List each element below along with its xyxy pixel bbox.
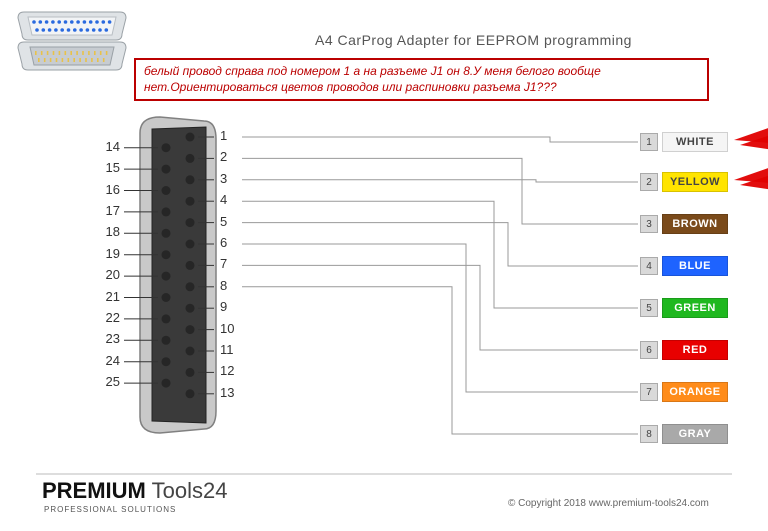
wire-num-2: 2 bbox=[640, 173, 658, 191]
pin-label-2: 2 bbox=[220, 149, 244, 164]
pin-label-5: 5 bbox=[220, 214, 244, 229]
wire-label-blue: BLUE bbox=[662, 256, 728, 276]
brand-subtitle: PROFESSIONAL SOLUTIONS bbox=[44, 505, 176, 514]
wire-label-white: WHITE bbox=[662, 132, 728, 152]
wire-label-red: RED bbox=[662, 340, 728, 360]
pin-label-11: 11 bbox=[220, 342, 244, 357]
pin-label-7: 7 bbox=[220, 256, 244, 271]
wire-label-yellow: YELLOW bbox=[662, 172, 728, 192]
wire-num-1: 1 bbox=[640, 133, 658, 151]
pin-label-13: 13 bbox=[220, 385, 244, 400]
pin-label-25: 25 bbox=[96, 374, 120, 389]
wire-label-brown: BROWN bbox=[662, 214, 728, 234]
pin-label-4: 4 bbox=[220, 192, 244, 207]
pin-label-14: 14 bbox=[96, 139, 120, 154]
copyright-text: © Copyright 2018 www.premium-tools24.com bbox=[508, 498, 709, 509]
wire-label-orange: ORANGE bbox=[662, 382, 728, 402]
pin-label-17: 17 bbox=[96, 203, 120, 218]
pin-label-6: 6 bbox=[220, 235, 244, 250]
pin-label-3: 3 bbox=[220, 171, 244, 186]
brand-logo: PREMIUM Tools24 bbox=[42, 478, 227, 504]
pin-label-24: 24 bbox=[96, 353, 120, 368]
wire-num-4: 4 bbox=[640, 257, 658, 275]
brand-word-a: PREMIUM bbox=[42, 478, 146, 503]
pin-label-9: 9 bbox=[220, 299, 244, 314]
wire-label-gray: GRAY bbox=[662, 424, 728, 444]
pin-label-1: 1 bbox=[220, 128, 244, 143]
pin-label-16: 16 bbox=[96, 182, 120, 197]
pin-label-15: 15 bbox=[96, 160, 120, 175]
wire-num-7: 7 bbox=[640, 383, 658, 401]
pin-label-23: 23 bbox=[96, 331, 120, 346]
pin-label-21: 21 bbox=[96, 289, 120, 304]
pin-label-8: 8 bbox=[220, 278, 244, 293]
wire-num-5: 5 bbox=[640, 299, 658, 317]
wire-num-3: 3 bbox=[640, 215, 658, 233]
wire-label-green: GREEN bbox=[662, 298, 728, 318]
brand-word-b: Tools24 bbox=[146, 478, 228, 503]
wire-num-6: 6 bbox=[640, 341, 658, 359]
pin-label-18: 18 bbox=[96, 224, 120, 239]
pin-label-22: 22 bbox=[96, 310, 120, 325]
pin-label-10: 10 bbox=[220, 321, 244, 336]
pin-label-12: 12 bbox=[220, 363, 244, 378]
wire-num-8: 8 bbox=[640, 425, 658, 443]
pin-label-19: 19 bbox=[96, 246, 120, 261]
pin-label-20: 20 bbox=[96, 267, 120, 282]
